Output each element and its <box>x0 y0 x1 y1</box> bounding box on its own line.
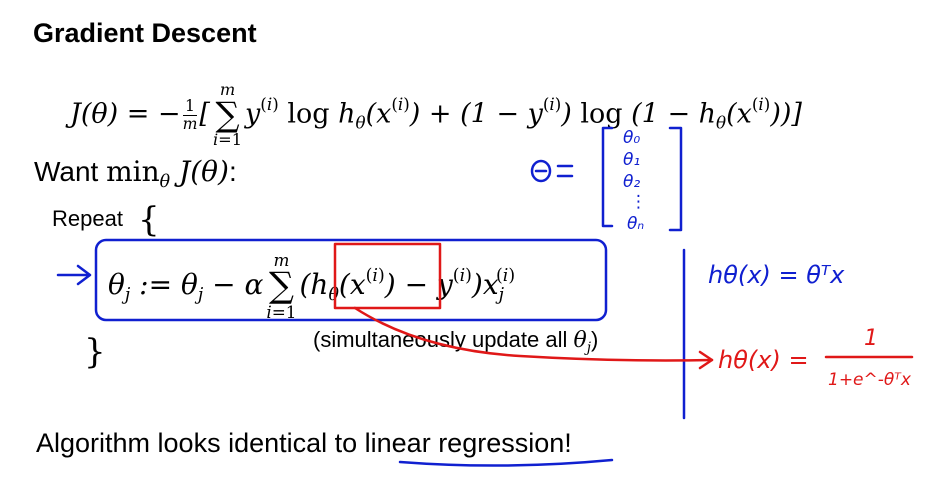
theta-dots-text: ⋮ <box>630 192 647 212</box>
equals-icon <box>558 166 572 176</box>
hypothesis-highlight-box <box>335 244 440 308</box>
theta-0-text: θ₀ <box>623 128 640 148</box>
logistic-denominator: 1+e^-θᵀx <box>828 370 912 390</box>
pointer-arrow-icon <box>58 266 90 284</box>
right-bracket-icon <box>670 128 681 230</box>
theta-1-text: θ₁ <box>623 150 640 170</box>
logistic-numerator: 1 <box>864 326 878 351</box>
linear-regression-underline <box>400 460 612 466</box>
red-curve-arrow <box>355 308 712 361</box>
linear-hypothesis-text: hθ(x) = θᵀx <box>708 261 845 289</box>
theta-n-text: θₙ <box>627 214 644 234</box>
theta-2-text: θ₂ <box>623 172 640 192</box>
left-bracket-icon <box>603 128 612 226</box>
logistic-hypothesis-text: hθ(x) = <box>718 346 809 374</box>
